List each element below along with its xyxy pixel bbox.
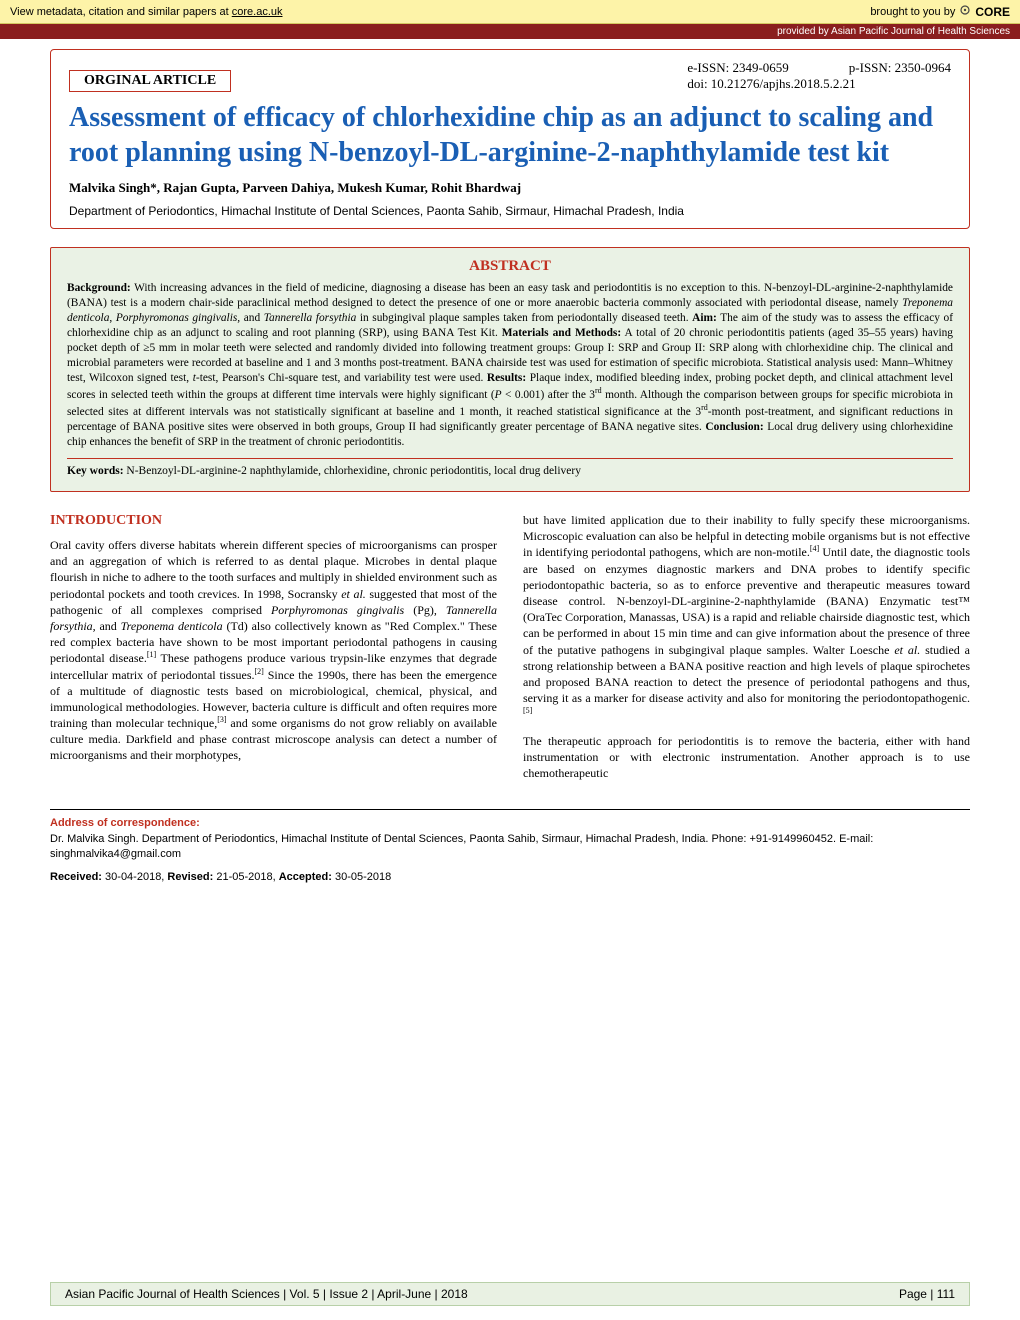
footer-journal: Asian Pacific Journal of Health Sciences… [65, 1287, 468, 1301]
etal2: et al. [894, 643, 920, 657]
e-issn: e-ISSN: 2349-0659 [687, 60, 788, 76]
keywords-text: N-Benzoyl-DL-arginine-2 naphthylamide, c… [124, 465, 581, 477]
ref5: [5] [523, 706, 532, 715]
core-link[interactable]: core.ac.uk [232, 6, 283, 18]
ref3: [3] [217, 715, 226, 724]
intro-title: INTRODUCTION [50, 512, 497, 531]
intro-paragraph-3: The therapeutic approach for periodontit… [523, 733, 970, 782]
keywords-label: Key words: [67, 465, 124, 477]
provided-bar: provided by Asian Pacific Journal of Hea… [0, 24, 1020, 39]
bact2: Porphyromonas gingivalis, [116, 312, 240, 324]
abstract-title: ABSTRACT [67, 258, 953, 275]
correspondence-heading: Address of correspondence: [50, 816, 970, 831]
p1c: (Pg) [404, 603, 434, 617]
background-text: With increasing advances in the field of… [67, 282, 953, 309]
keywords: Key words: N-Benzoyl-DL-arginine-2 napht… [67, 458, 953, 477]
intro-paragraph-1: Oral cavity offers diverse habitats wher… [50, 537, 497, 764]
revised-label: Revised: [167, 871, 213, 883]
p1d: and [96, 619, 121, 633]
article-type-badge: ORGINAL ARTICLE [69, 70, 231, 92]
background2: in subgingival plaque samples taken from… [356, 312, 692, 324]
core-right: brought to you by CORE [870, 4, 1010, 19]
etal1: et al. [341, 587, 366, 601]
page-footer: Asian Pacific Journal of Health Sciences… [50, 1282, 970, 1306]
body-columns: INTRODUCTION Oral cavity offers diverse … [50, 512, 970, 791]
comma: , [434, 603, 446, 617]
revised: 21-05-2018, [213, 871, 278, 883]
received: 30-04-2018, [102, 871, 167, 883]
accepted: 30-05-2018 [332, 871, 391, 883]
article-title: Assessment of efficacy of chlorhexidine … [69, 100, 951, 170]
conclusion-label: Conclusion: [705, 421, 763, 433]
background-label: Background: [67, 282, 131, 294]
authors: Malvika Singh*, Rajan Gupta, Parveen Dah… [69, 180, 951, 196]
rd1: rd [595, 386, 602, 395]
p2b: Until date, the diagnostic tools are bas… [523, 545, 970, 656]
core-left: View metadata, citation and similar pape… [10, 6, 283, 18]
abstract-box: ABSTRACT Background: With increasing adv… [50, 247, 970, 492]
dates: Received: 30-04-2018, Revised: 21-05-201… [50, 870, 970, 885]
article-header: ORGINAL ARTICLE e-ISSN: 2349-0659 p-ISSN… [50, 49, 970, 229]
intro-paragraph-2: but have limited application due to thei… [523, 512, 970, 722]
ref4: [4] [810, 544, 819, 553]
core-left-text: View metadata, citation and similar pape… [10, 6, 232, 18]
pval: P [495, 389, 502, 401]
results2: < 0.001) after the 3 [502, 389, 595, 401]
aim-label: Aim: [692, 312, 717, 324]
methods-label: Materials and Methods: [502, 327, 621, 339]
footer-page: Page | 111 [899, 1287, 955, 1301]
bact3: Tannerella forsythia [264, 312, 357, 324]
td: Treponema denticola [121, 619, 223, 633]
accepted-label: Accepted: [279, 871, 332, 883]
pg: Porphyromonas gingivalis [271, 603, 404, 617]
and: and [240, 312, 264, 324]
methods2: -test, Pearson's Chi-square test, and va… [196, 372, 487, 384]
abstract-text: Background: With increasing advances in … [67, 281, 953, 450]
correspondence-text: Dr. Malvika Singh. Department of Periodo… [50, 832, 970, 863]
column-right: but have limited application due to thei… [523, 512, 970, 791]
affiliation: Department of Periodontics, Himachal Ins… [69, 204, 951, 218]
ref2: [2] [255, 667, 264, 676]
ref1: [1] [147, 650, 156, 659]
issn-block: e-ISSN: 2349-0659 p-ISSN: 2350-0964 doi:… [687, 60, 951, 92]
core-icon [959, 4, 971, 19]
p-issn: p-ISSN: 2350-0964 [849, 60, 951, 76]
results-label: Results: [487, 372, 526, 384]
doi: doi: 10.21276/apjhs.2018.5.2.21 [687, 76, 951, 92]
core-logo: CORE [975, 5, 1010, 19]
core-brought: brought to you by [870, 6, 955, 18]
rd2: rd [701, 403, 708, 412]
column-left: INTRODUCTION Oral cavity offers diverse … [50, 512, 497, 791]
correspondence: Address of correspondence: Dr. Malvika S… [50, 809, 970, 886]
core-banner: View metadata, citation and similar pape… [0, 0, 1020, 24]
received-label: Received: [50, 871, 102, 883]
